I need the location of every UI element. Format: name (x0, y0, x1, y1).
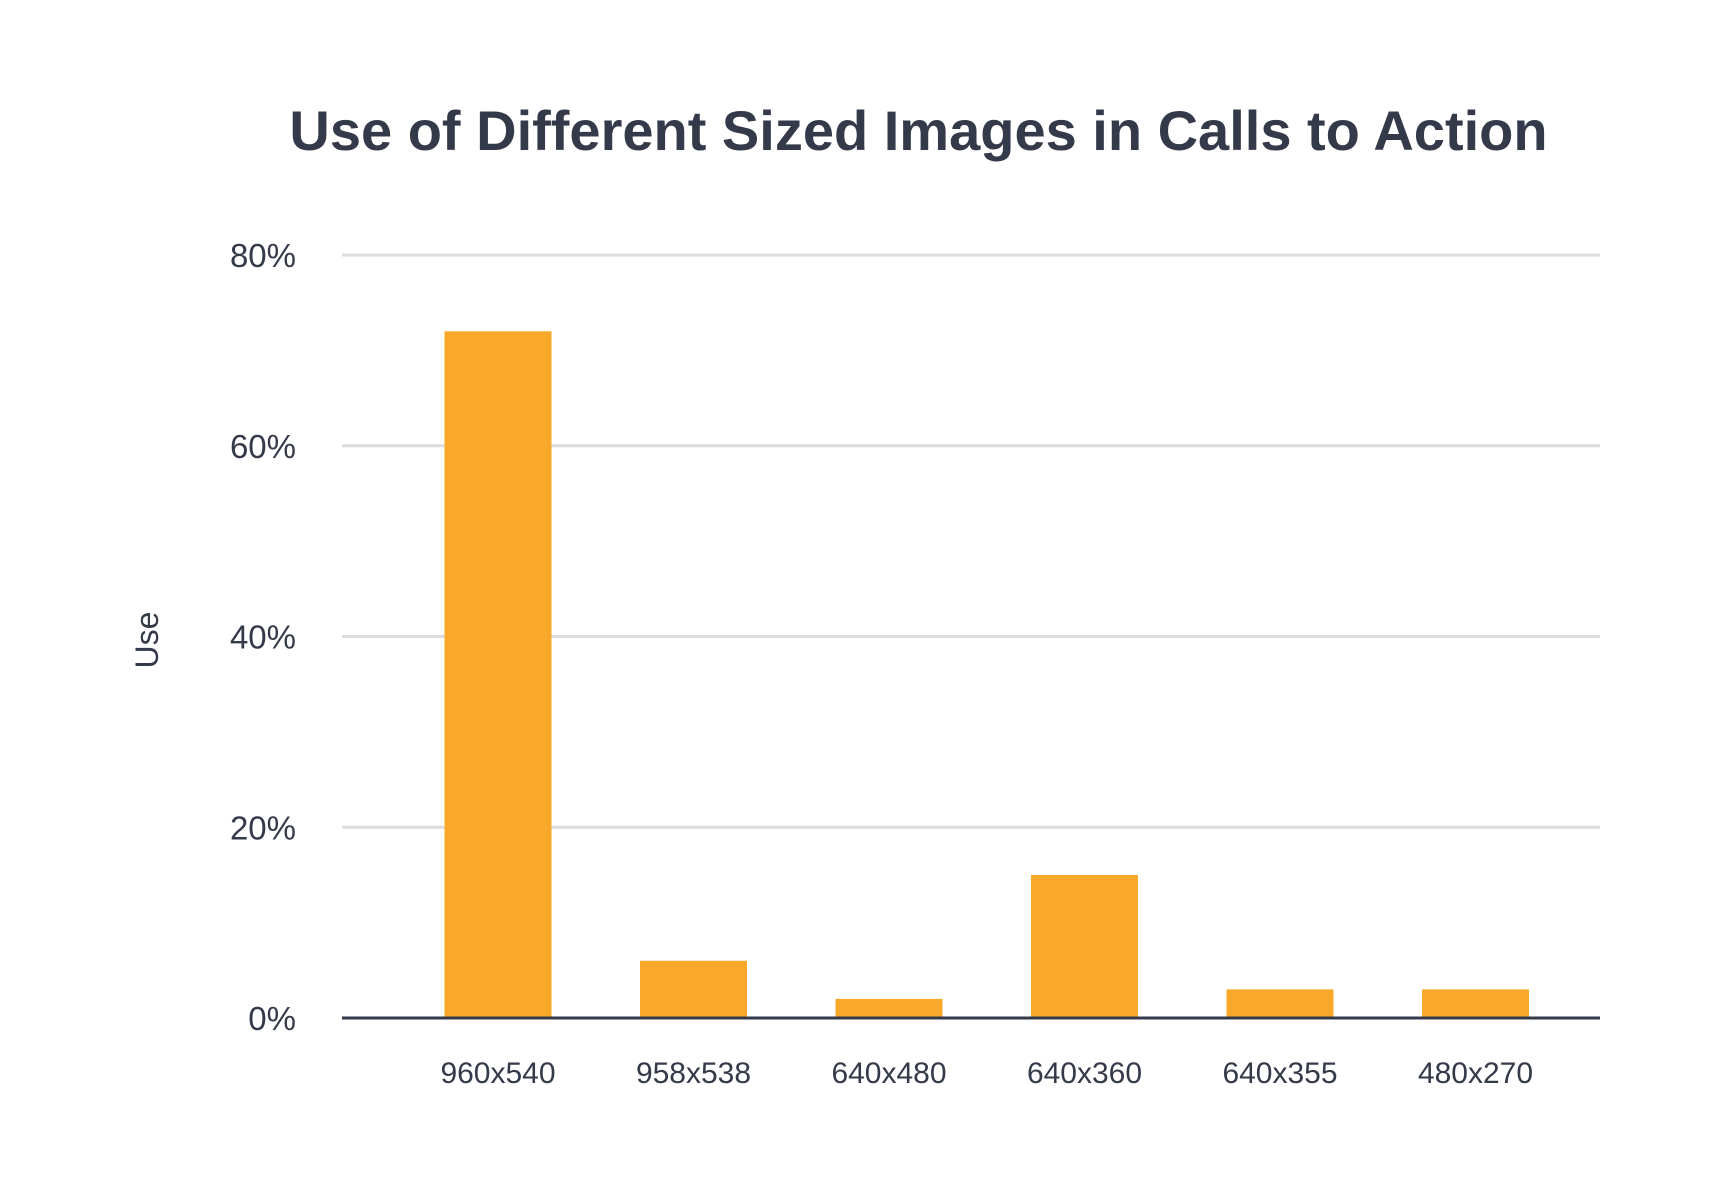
bar-960x540 (444, 331, 552, 1018)
bar-640x360 (1031, 874, 1138, 1018)
bar-480x270 (1422, 989, 1529, 1018)
x-tick-label: 480x270 (1418, 1057, 1533, 1090)
y-tick-labels: 0% 20% 40% 60% 80% (230, 237, 296, 1037)
y-tick-label: 40% (230, 619, 296, 656)
bar-640x480 (835, 998, 943, 1018)
x-tick-label: 640x355 (1222, 1057, 1337, 1090)
x-tick-label: 640x480 (831, 1057, 946, 1090)
bars (444, 331, 1529, 1018)
y-tick-label: 0% (248, 1000, 296, 1037)
y-tick-label: 80% (230, 237, 296, 274)
bar-640x355 (1226, 989, 1334, 1018)
y-tick-label: 20% (230, 809, 296, 846)
x-tick-label: 960x540 (440, 1057, 555, 1090)
y-tick-label: 60% (230, 428, 296, 465)
x-tick-labels: 960x540 958x538 640x480 640x360 640x355 480x2… (440, 1057, 1533, 1090)
gridlines (342, 253, 1600, 829)
chart-title: Use of Different Sized Images in Calls t… (289, 99, 1548, 162)
x-tick-label: 640x360 (1027, 1057, 1142, 1090)
bar-958x538 (640, 960, 747, 1018)
x-tick-label: 958x538 (636, 1057, 751, 1090)
y-axis-title: Use (129, 612, 165, 669)
